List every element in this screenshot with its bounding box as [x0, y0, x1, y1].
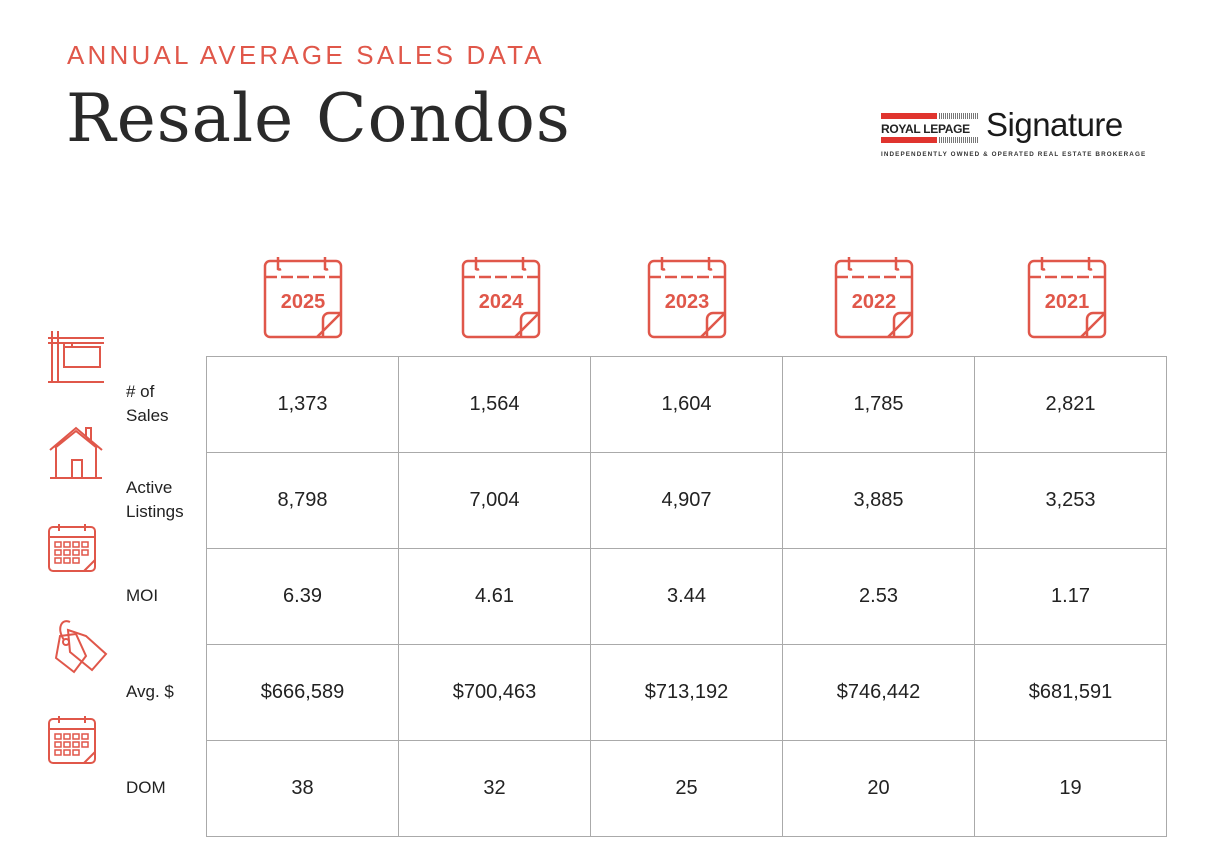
row-label: # of Sales [46, 331, 196, 452]
for-sale-sign-icon [46, 308, 116, 404]
row-label-text: DOM [126, 776, 166, 800]
table-row: $666,589 $700,463 $713,192 $746,442 $681,591 [206, 644, 1167, 741]
table-cell: 4,907 [590, 452, 783, 549]
table-row: 38 32 25 20 19 [206, 740, 1167, 837]
table-cell: 38 [206, 740, 399, 837]
table-row: 8,798 7,004 4,907 3,885 3,253 [206, 452, 1167, 549]
row-label: DOM [46, 716, 196, 836]
year-label: 2021 [1044, 291, 1090, 313]
table-row: 6.39 4.61 3.44 2.53 1.17 [206, 548, 1167, 645]
table-cell: 1,785 [782, 356, 975, 453]
year-calendar-icon: 2024 [461, 255, 541, 340]
table-cell: $681,591 [974, 644, 1167, 741]
row-label-text: Active Listings [126, 476, 184, 524]
year-label: 2025 [280, 291, 326, 313]
table-cell: 7,004 [398, 452, 591, 549]
row-label-line: Sales [126, 406, 169, 425]
table-cell: $746,442 [782, 644, 975, 741]
table-cell: 6.39 [206, 548, 399, 645]
year-label: 2022 [851, 291, 897, 313]
row-label: Active Listings [46, 426, 196, 548]
table-cell: 19 [974, 740, 1167, 837]
year-label: 2024 [478, 291, 524, 313]
table-cell: 3,885 [782, 452, 975, 549]
brand-logo: ROYAL LEPAGE Signature INDEPENDENTLY OWN… [881, 106, 1163, 162]
calendar-grid-icon [46, 500, 116, 596]
row-label-line: Active [126, 478, 173, 497]
table-row: 1,373 1,564 1,604 1,785 2,821 [206, 356, 1167, 453]
row-label-line: MOI [126, 586, 159, 605]
table-cell: $666,589 [206, 644, 399, 741]
table-cell: 25 [590, 740, 783, 837]
page-subtitle: ANNUAL AVERAGE SALES DATA [67, 40, 545, 70]
year-calendar-icon: 2025 [263, 255, 343, 340]
row-label: MOI [46, 524, 196, 644]
row-label-text: Avg. $ [126, 680, 174, 704]
page-title: Resale Condos [66, 80, 571, 157]
row-label-line: DOM [126, 778, 166, 797]
table-cell: $700,463 [398, 644, 591, 741]
table-cell: 3.44 [590, 548, 783, 645]
row-label-text: MOI [126, 584, 158, 608]
row-label: Avg. $ [46, 620, 196, 740]
sales-table: 1,373 1,564 1,604 1,785 2,821 8,798 7,004 4,907… [206, 356, 1167, 837]
year-calendar-icon: 2023 [647, 255, 727, 340]
year-calendar-icon: 2021 [1027, 255, 1107, 340]
table-cell: 8,798 [206, 452, 399, 549]
year-calendar-icon: 2022 [834, 255, 914, 340]
table-cell: 4.61 [398, 548, 591, 645]
logo-tagline: INDEPENDENTLY OWNED & OPERATED REAL ESTA… [881, 151, 1147, 158]
logo-brand: ROYAL LEPAGE [881, 122, 970, 136]
table-cell: 1,604 [590, 356, 783, 453]
year-label: 2023 [664, 291, 710, 313]
table-cell: 1,373 [206, 356, 399, 453]
table-cell: 1.17 [974, 548, 1167, 645]
row-label-line: # of [126, 382, 155, 401]
table-cell: 2,821 [974, 356, 1167, 453]
row-label-text: # of Sales [126, 380, 169, 428]
table-cell: $713,192 [590, 644, 783, 741]
table-cell: 20 [782, 740, 975, 837]
table-cell: 2.53 [782, 548, 975, 645]
logo-name: Signature [986, 106, 1123, 143]
table-cell: 1,564 [398, 356, 591, 453]
calendar-grid-icon [46, 692, 116, 788]
row-label-line: Listings [126, 502, 184, 521]
table-cell: 3,253 [974, 452, 1167, 549]
price-tag-icon [46, 596, 116, 692]
table-cell: 32 [398, 740, 591, 837]
row-label-line: Avg. $ [126, 682, 174, 701]
house-icon [46, 404, 116, 500]
